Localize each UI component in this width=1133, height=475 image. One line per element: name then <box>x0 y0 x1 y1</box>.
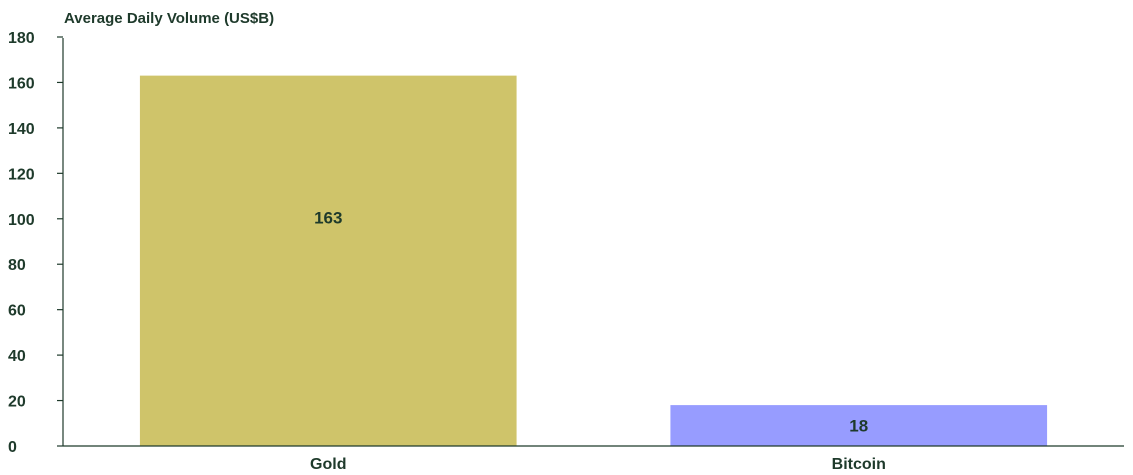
y-tick-label: 100 <box>8 212 35 229</box>
data-label: 163 <box>314 209 342 228</box>
bars: 163 18 <box>139 75 1048 446</box>
y-tick-label: 60 <box>8 303 26 320</box>
y-tick-label: 160 <box>8 75 35 92</box>
y-tick-label: 0 <box>8 439 17 456</box>
y-axis-ticks: 0 20 40 60 80 100 120 140 160 180 <box>8 30 63 456</box>
bar-gold <box>139 75 517 446</box>
y-tick-label: 20 <box>8 394 26 411</box>
x-tick-label: Bitcoin <box>832 456 886 473</box>
y-tick-label: 40 <box>8 348 26 365</box>
y-tick-label: 180 <box>8 30 35 47</box>
bar-bitcoin <box>670 405 1048 446</box>
y-tick-label: 120 <box>8 166 35 183</box>
y-tick-label: 140 <box>8 121 35 138</box>
data-label: 18 <box>849 417 868 436</box>
y-tick-label: 80 <box>8 257 26 274</box>
y-axis-label: Average Daily Volume (US$B) <box>64 10 274 27</box>
x-axis-categories: Gold Bitcoin <box>310 456 886 473</box>
x-tick-label: Gold <box>310 456 346 473</box>
